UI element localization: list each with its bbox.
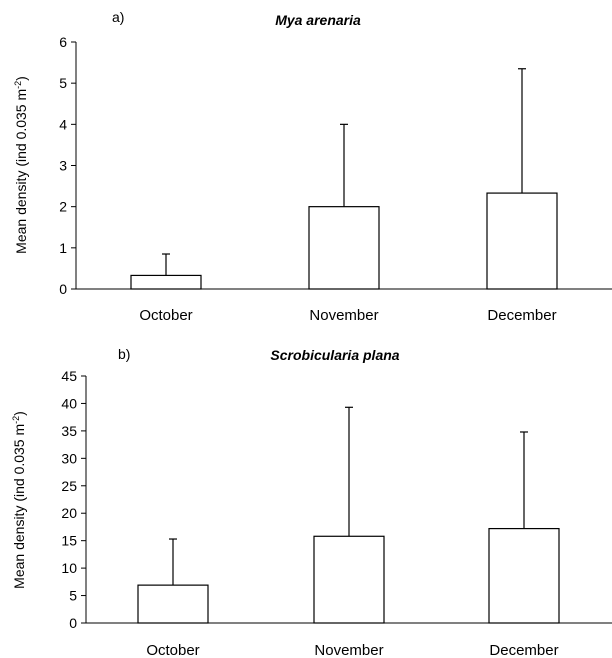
x-category-label: November [314,642,383,658]
y-tick-label: 0 [69,615,77,631]
panel-label-a: a) [112,9,124,25]
y-ticks-b: 0 5 10 15 20 25 30 35 40 45 [61,368,86,631]
y-tick-label: 10 [61,560,77,576]
y-axis-title-a: Mean density (ind 0.035 m-2) [13,76,29,254]
y-tick-label: 25 [61,478,77,494]
bar [488,527,560,624]
bars-b [137,406,560,624]
bar [308,206,380,290]
y-tick-label: 3 [59,158,67,174]
x-category-label: October [139,307,192,324]
y-tick-label: 0 [59,281,67,297]
y-axis-title-b: Mean density (ind 0.035 m-2) [11,411,27,589]
panel-label-b: b) [118,346,130,362]
bars-a [130,68,558,290]
x-category-label: October [146,642,199,658]
bar [486,192,558,290]
x-category-label: November [309,307,378,324]
y-tick-label: 40 [61,395,77,411]
y-ticks-a: 0 1 2 3 4 5 6 [59,34,76,297]
y-tick-label: 5 [69,588,77,604]
y-tick-label: 2 [59,199,67,215]
x-category-label: December [487,307,556,324]
y-tick-label: 45 [61,368,77,384]
y-tick-label: 30 [61,450,77,466]
y-tick-label: 4 [59,116,67,132]
x-category-label: December [489,642,558,658]
chart-title-a: Mya arenaria [275,12,361,28]
categories-a: October November December [139,307,556,324]
chart-title-b: Scrobicularia plana [270,347,399,363]
y-tick-label: 20 [61,505,77,521]
y-tick-label: 6 [59,34,67,50]
chart-panel-a: a) Mya arenaria Mean density (ind 0.035 … [13,9,612,324]
chart-panel-b: b) Scrobicularia plana Mean density (ind… [11,346,612,658]
bar [137,584,209,624]
y-tick-label: 1 [59,240,67,256]
y-tick-label: 15 [61,533,77,549]
bar [313,535,385,624]
y-tick-label: 5 [59,75,67,91]
y-tick-label: 35 [61,423,77,439]
bar [130,274,202,290]
categories-b: October November December [146,642,558,658]
